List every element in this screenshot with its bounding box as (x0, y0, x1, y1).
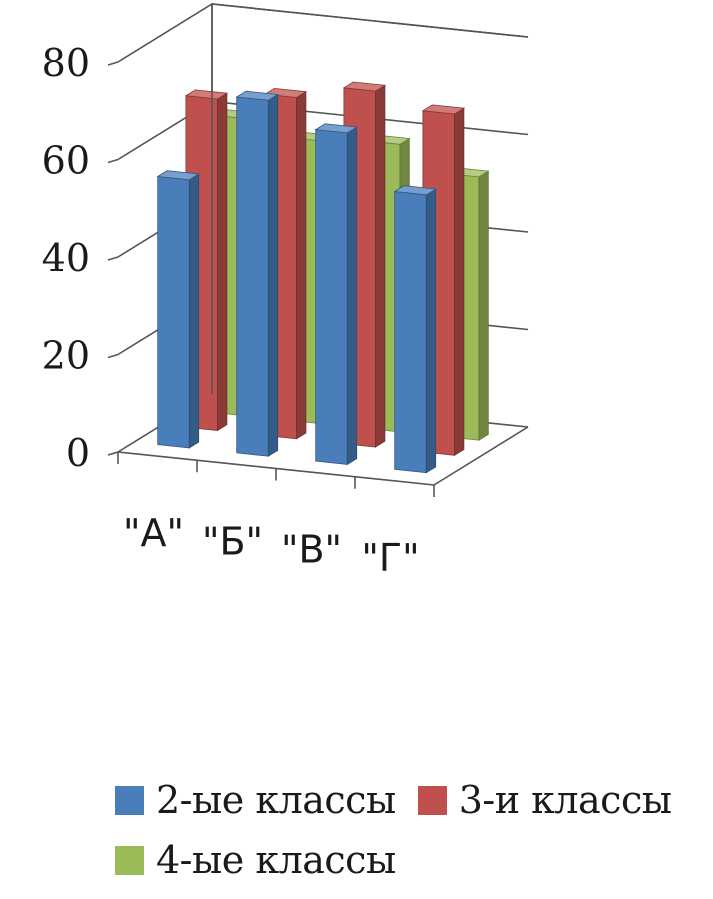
bar-side-face (217, 92, 228, 432)
bar-side-face (346, 126, 358, 466)
legend-row-2: 4-ые классы (115, 830, 705, 890)
bar-2grade-cat-3 (314, 123, 358, 466)
bar-top-face (421, 104, 466, 115)
bar-side-face (454, 107, 465, 457)
legend-item-4th-grade: 4-ые классы (115, 838, 396, 882)
bar-top-face (314, 123, 358, 134)
y-tick-label-20: 20 (42, 334, 90, 378)
legend-label-2nd-grade: 2-ые классы (156, 778, 396, 822)
y-tick-label-60: 60 (42, 139, 90, 183)
bar-side-face (375, 84, 386, 448)
bar-top-face (342, 81, 387, 92)
y-tick-label-40: 40 (42, 236, 90, 280)
bar-side-face (478, 170, 489, 441)
x-tick-label-4: "Г" (361, 536, 419, 580)
x-tick-label-1: "А" (123, 511, 184, 555)
bar-front-face (236, 96, 269, 457)
legend-swatch-3rd-grade (417, 785, 447, 815)
bar-2grade-cat-2 (235, 90, 279, 457)
axes (107, 4, 435, 497)
legend-item-2nd-grade: 2-ые классы (115, 778, 396, 822)
legend-row-1: 2-ые классы 3-и классы (115, 770, 705, 830)
y-tick-0 (107, 451, 119, 456)
x-tick-label-3: "В" (281, 528, 342, 572)
bar-side-face (296, 90, 307, 440)
x-tick-labels: "А" "Б" "В" "Г" (123, 511, 420, 580)
y-tick-labels: 0 20 40 60 80 (42, 41, 90, 475)
y-tick-label-80: 80 (42, 41, 90, 85)
bar-top-face (184, 89, 229, 100)
y-tick-60 (107, 158, 119, 164)
y-tick-20 (107, 353, 119, 359)
gridline-80 (117, 3, 529, 63)
legend-label-4th-grade: 4-ые классы (156, 838, 396, 882)
x-tick-label-2: "Б" (202, 519, 263, 563)
legend-item-3rd-grade: 3-и классы (417, 778, 672, 822)
legend-label-3rd-grade: 3-и классы (458, 778, 672, 822)
bar-front-face (315, 129, 348, 465)
bar-top-face (393, 185, 437, 196)
y-tick-label-0: 0 (66, 431, 90, 475)
bar-2grade-cat-4 (393, 185, 437, 474)
legend-swatch-4th-grade (115, 845, 144, 875)
bar-2grade-cat-1 (156, 170, 200, 449)
bar-front-face (157, 176, 190, 449)
floor-right-edge (433, 426, 529, 486)
bars (156, 81, 490, 474)
legend-swatch-2nd-grade (115, 785, 144, 815)
bar-side-face (188, 173, 200, 449)
legend: 2-ые классы 3-и классы 4-ые классы (115, 770, 705, 890)
bar-front-face (394, 191, 427, 474)
bar-side-face (267, 93, 279, 457)
bar-top-face (235, 90, 279, 101)
bar-top-face (156, 170, 200, 181)
y-tick-80 (107, 61, 119, 66)
bar-side-face (425, 188, 437, 474)
y-tick-40 (107, 256, 119, 261)
